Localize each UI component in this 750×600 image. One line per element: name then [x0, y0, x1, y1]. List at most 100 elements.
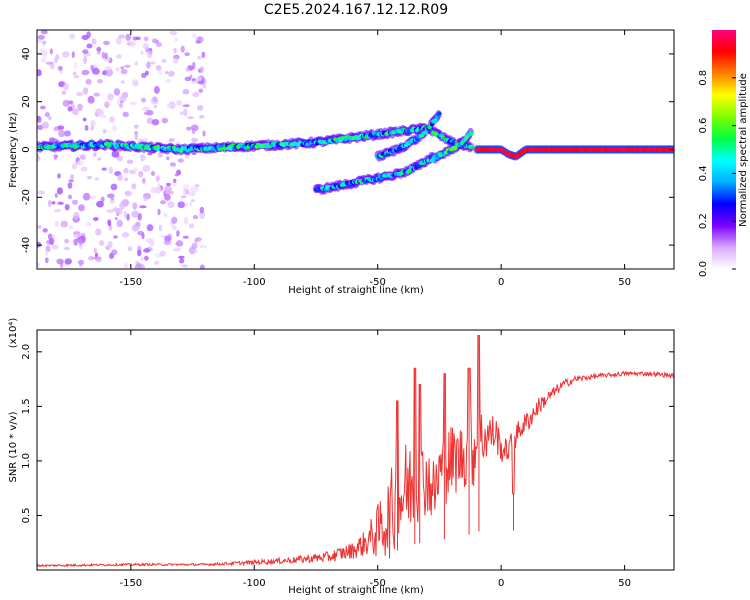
spectrogram-cell: [196, 105, 204, 111]
spectrogram-cell: [150, 61, 156, 65]
spectrogram-cell: [104, 66, 112, 71]
spectrogram-cell: [44, 257, 49, 264]
spectrogram-cell: [199, 66, 205, 73]
spectrogram-cell: [54, 154, 58, 161]
spectrogram-cell: [41, 50, 48, 58]
spectrogram-cell: [199, 244, 207, 249]
spectrogram-cell: [189, 186, 197, 193]
spectrogram-cell: [169, 162, 176, 167]
snr-x-ticks: -150 -100 -50 0 50: [119, 330, 631, 589]
spectrogram-cell: [172, 58, 179, 64]
spectrogram-cell: [193, 249, 198, 253]
spectrogram-cell: [164, 235, 168, 242]
spectrogram-cell: [37, 190, 46, 195]
spectrogram-cell: [88, 256, 95, 261]
spectrogram-cell: [142, 165, 151, 172]
spectrogram-cell: [201, 51, 206, 59]
spectrogram-cell: [96, 51, 101, 55]
spectrogram-cell: [185, 67, 190, 72]
x-tick-label: -100: [243, 578, 266, 589]
spectrogram-cell: [199, 264, 205, 269]
spectrogram-cell: [108, 199, 116, 204]
spectrogram-cell: [175, 101, 183, 106]
spectrogram-x-label: Height of straight line (km): [288, 285, 424, 296]
spectrogram-cell: [113, 235, 118, 239]
spectrogram-cell: [107, 240, 113, 249]
spectrogram-cell: [72, 199, 78, 205]
spectrogram-cell: [143, 196, 148, 202]
spectrogram-cell: [57, 201, 64, 205]
spectrogram-cell: [90, 64, 94, 71]
spectrogram-cell: [82, 192, 91, 201]
spectrogram-cell: [178, 255, 185, 259]
spectrogram-cell: [140, 50, 144, 55]
spectrogram-cell: [126, 159, 134, 164]
spectrogram-cell: [61, 90, 67, 96]
spectrogram-cell: [171, 181, 178, 187]
spectrogram-cell: [63, 130, 71, 137]
spectrogram-cell: [195, 186, 199, 192]
spectrogram-cell: [429, 122, 435, 127]
y-tick-label: -20: [21, 189, 32, 205]
spectrogram-cell: [187, 116, 194, 120]
spectrogram-cell: [131, 210, 140, 218]
spectrogram-cell: [104, 52, 109, 60]
spectrogram-cell: [146, 50, 153, 59]
spectrogram-cell: [101, 51, 106, 59]
spectrogram-cell: [163, 240, 172, 246]
x-tick-label: 0: [498, 578, 504, 589]
spectrogram-cell: [188, 223, 195, 229]
spectrogram-cell: [171, 216, 178, 224]
spectrogram-cell: [153, 260, 160, 265]
spectrogram-cell: [161, 117, 168, 124]
spectrogram-cell: [82, 49, 89, 54]
spectrogram-cell: [37, 262, 40, 268]
spectrogram-cell: [140, 154, 146, 162]
spectrogram-cell: [37, 124, 44, 130]
spectrogram-cell: [139, 205, 147, 209]
spectrogram-cell: [105, 68, 114, 77]
spectrogram-cell: [143, 36, 149, 42]
spectrogram-cell: [151, 119, 160, 126]
spectrogram-cell: [49, 48, 54, 55]
spectrogram-cell: [160, 235, 165, 239]
x-tick-label: -150: [119, 277, 142, 288]
spectrogram-panel: -150 -100 -50 0 50 -40 -20 0 20 40 Height of str…: [8, 29, 675, 296]
spectrogram-cell: [69, 33, 76, 40]
spectrogram-cell: [54, 221, 59, 227]
spectrogram-cell: [195, 76, 203, 82]
spectrogram-x-ticks: -150 -100 -50 0 50: [119, 30, 631, 288]
spectrogram-cell: [143, 111, 151, 116]
spectrogram-cell: [119, 103, 123, 108]
spectrogram-cell: [437, 111, 442, 116]
spectrogram-cell: [95, 256, 102, 263]
spectrogram-cell: [80, 232, 86, 236]
spectrogram-cell: [199, 206, 204, 214]
snr-y-scale-label: (x10⁴): [8, 318, 19, 349]
y-tick-label: 0: [21, 146, 32, 152]
spectrogram-cell: [175, 240, 184, 247]
spectrogram-cell: [120, 66, 125, 70]
spectrogram-cell: [179, 111, 184, 116]
spectrogram-cell: [124, 190, 132, 197]
spectrogram-cell: [40, 57, 47, 63]
colorbar-swatch: [712, 30, 736, 269]
spectrogram-cell: [62, 99, 70, 107]
spectrogram-cell: [51, 201, 56, 205]
spectrogram-cell: [44, 250, 49, 256]
x-tick-label: -150: [119, 578, 142, 589]
spectrogram-cell: [111, 150, 120, 158]
spectrogram-cell: [148, 240, 155, 247]
spectrogram-cell: [182, 235, 189, 239]
spectrogram-cell: [122, 111, 129, 118]
spectrogram-cell: [133, 166, 138, 172]
spectrogram-cell: [158, 224, 163, 232]
spectrogram-cell: [121, 232, 130, 238]
spectrogram-cell: [77, 103, 83, 112]
spectrogram-y-ticks: -40 -20 0 20 40: [21, 48, 674, 253]
spectrogram-cell: [68, 179, 74, 183]
spectrogram-marks: [37, 30, 674, 269]
spectrogram-cell: [161, 59, 167, 63]
colorbar-tick-label: 0.2: [698, 213, 709, 229]
